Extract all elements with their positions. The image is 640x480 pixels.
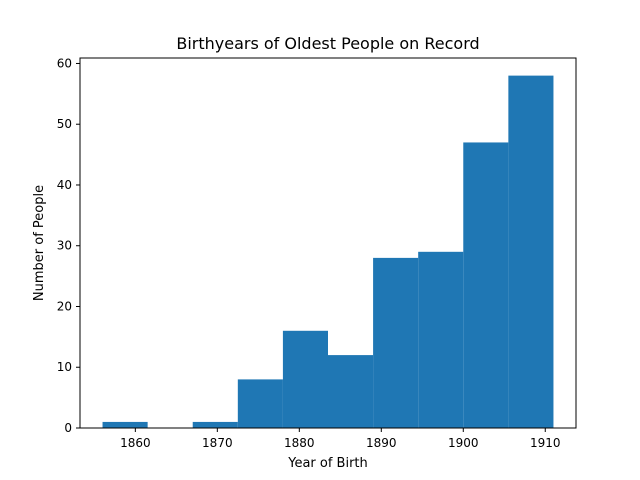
x-tick-label: 1870: [202, 436, 233, 450]
x-axis-ticks: 1860 1870 1880 1890 1900 1910: [120, 428, 561, 450]
plot-frame: [79, 57, 577, 429]
bars-group: [102, 75, 554, 428]
histogram-bar-9: [508, 75, 554, 428]
y-tick-label: 30: [57, 239, 72, 253]
y-tick-label: 40: [57, 178, 72, 192]
histogram-bar-5: [328, 355, 374, 428]
y-tick-label: 60: [57, 56, 72, 70]
x-tick-label: 1900: [448, 436, 479, 450]
chart-title: Birthyears of Oldest People on Record: [176, 34, 479, 53]
y-tick-label: 0: [64, 421, 72, 435]
y-tick-label: 10: [57, 360, 72, 374]
x-tick-label: 1860: [120, 436, 151, 450]
x-tick-label: 1910: [530, 436, 561, 450]
histogram-bar-0: [102, 421, 148, 428]
histogram-bar-2: [192, 421, 238, 428]
histogram-bar-6: [373, 257, 419, 428]
x-axis-label: Year of Birth: [287, 456, 368, 471]
y-axis-label: Number of People: [32, 185, 47, 301]
histogram-bar-4: [282, 330, 328, 428]
histogram-bar-3: [237, 379, 283, 428]
y-axis-ticks: 0 10 20 30 40 50 60: [57, 56, 80, 435]
x-tick-label: 1880: [284, 436, 315, 450]
y-tick-label: 50: [57, 117, 72, 131]
histogram-bar-7: [418, 251, 464, 428]
histogram-bar-8: [463, 142, 509, 428]
y-tick-label: 20: [57, 299, 72, 313]
x-tick-label: 1890: [366, 436, 397, 450]
